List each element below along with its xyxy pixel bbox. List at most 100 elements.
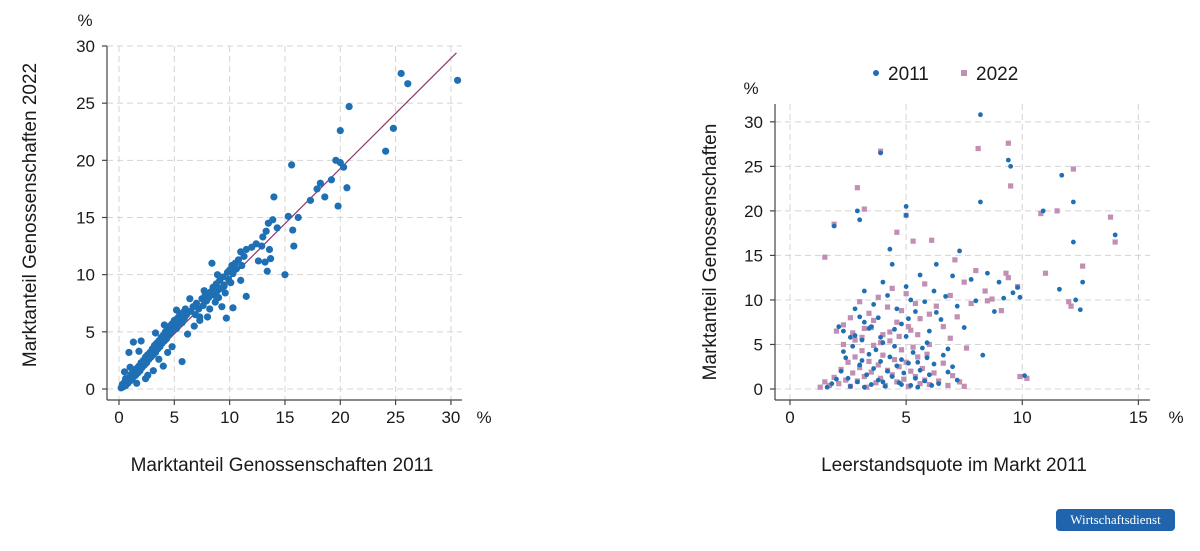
data-point bbox=[258, 242, 266, 250]
data-point bbox=[168, 343, 176, 351]
data-point bbox=[334, 202, 342, 210]
data-point-square bbox=[915, 332, 921, 338]
data-point-dot bbox=[885, 368, 890, 374]
data-point bbox=[345, 102, 353, 111]
data-point-square bbox=[861, 206, 867, 212]
data-point-dot bbox=[906, 360, 911, 366]
y-tick-label: 30 bbox=[744, 113, 763, 132]
data-point-square bbox=[889, 285, 895, 291]
data-point-dot bbox=[878, 358, 883, 364]
y-tick-label: 15 bbox=[744, 246, 763, 265]
data-point-dot bbox=[933, 310, 939, 315]
data-point-dot bbox=[938, 317, 944, 322]
data-point-square bbox=[852, 354, 858, 360]
data-point-dot bbox=[857, 362, 863, 368]
data-point-dot bbox=[924, 340, 930, 346]
data-point-dot bbox=[889, 374, 895, 379]
data-point-square bbox=[1003, 270, 1009, 276]
data-point bbox=[129, 338, 137, 346]
data-point-dot bbox=[899, 382, 904, 387]
data-point-dot bbox=[841, 328, 846, 334]
data-point-dot bbox=[961, 325, 967, 330]
data-point-dot bbox=[854, 379, 860, 385]
data-point bbox=[232, 265, 240, 273]
data-point-square bbox=[922, 281, 928, 287]
data-point bbox=[229, 304, 237, 312]
x-axis-title: Leerstandsquote im Markt 2011 bbox=[821, 455, 1087, 476]
data-point-square bbox=[903, 291, 909, 297]
data-point bbox=[288, 161, 296, 169]
data-point bbox=[382, 147, 390, 155]
data-point-dot bbox=[854, 208, 860, 214]
data-point-square bbox=[884, 304, 891, 310]
data-point-square bbox=[866, 310, 872, 316]
data-point-dot bbox=[1040, 208, 1046, 214]
data-point bbox=[254, 257, 263, 265]
y-tick-label: 10 bbox=[744, 291, 763, 310]
data-point bbox=[164, 348, 172, 357]
data-point-dot bbox=[850, 343, 856, 349]
data-point bbox=[252, 240, 260, 248]
data-point-dot bbox=[929, 383, 935, 388]
data-point-square bbox=[1017, 373, 1023, 380]
data-point-dot bbox=[933, 261, 939, 267]
data-point bbox=[270, 193, 278, 201]
data-point-square bbox=[866, 358, 872, 364]
legend-label: 2011 bbox=[888, 64, 929, 85]
data-point bbox=[273, 224, 281, 232]
data-point-square bbox=[887, 338, 893, 344]
data-point-dot bbox=[926, 372, 932, 378]
legend: 2011 2022 bbox=[873, 64, 1018, 85]
data-point bbox=[294, 213, 302, 222]
data-point-dot bbox=[943, 293, 949, 299]
data-point bbox=[238, 261, 246, 270]
data-point bbox=[234, 256, 243, 264]
data-point-dot bbox=[871, 301, 877, 307]
data-point bbox=[397, 69, 405, 78]
data-point bbox=[389, 124, 397, 132]
data-point bbox=[206, 305, 214, 313]
data-point-square bbox=[901, 376, 907, 382]
data-point bbox=[122, 375, 130, 383]
data-point bbox=[289, 226, 297, 234]
data-point bbox=[218, 303, 226, 311]
data-point-square bbox=[857, 299, 863, 305]
data-point-dot bbox=[852, 306, 858, 312]
data-point-dot bbox=[1070, 239, 1076, 245]
data-point-dot bbox=[924, 355, 930, 361]
data-point bbox=[237, 276, 245, 284]
data-point-dot bbox=[913, 309, 918, 314]
data-point-square bbox=[1038, 210, 1044, 217]
data-point-square bbox=[924, 351, 930, 357]
data-point-dot bbox=[871, 366, 877, 371]
data-point-dot bbox=[908, 383, 914, 388]
data-point-dot bbox=[875, 315, 881, 321]
legend-marker bbox=[961, 70, 967, 76]
x-tick-label: 25 bbox=[386, 408, 405, 427]
data-point-dot bbox=[915, 359, 921, 365]
data-point bbox=[284, 212, 292, 220]
data-point-square bbox=[915, 354, 921, 360]
x-tick-label: 0 bbox=[114, 408, 123, 427]
data-point-square bbox=[826, 382, 833, 389]
data-point bbox=[133, 379, 141, 387]
chart-1: 0 5 10 15 20 25 30 0 5 10 15 20 25 30%% Marktanteil Ge… bbox=[20, 11, 492, 476]
data-point-square bbox=[859, 348, 865, 354]
data-point-square bbox=[887, 329, 893, 335]
data-point-dot bbox=[847, 334, 853, 340]
data-point bbox=[200, 287, 208, 295]
data-point bbox=[242, 245, 250, 254]
data-point-square bbox=[940, 360, 946, 366]
data-point-square bbox=[822, 379, 828, 385]
x-axis-title: Marktanteil Genossenschaften 2011 bbox=[131, 455, 434, 476]
data-point-square bbox=[973, 267, 979, 274]
data-point bbox=[321, 193, 329, 201]
data-point-dot bbox=[903, 334, 909, 339]
data-point-dot bbox=[922, 378, 928, 384]
data-point-dot bbox=[875, 377, 881, 383]
data-point-square bbox=[908, 368, 914, 374]
data-point bbox=[261, 258, 269, 266]
data-point bbox=[453, 76, 462, 84]
x-tick-label: 20 bbox=[331, 408, 350, 427]
data-point-square bbox=[875, 362, 881, 368]
